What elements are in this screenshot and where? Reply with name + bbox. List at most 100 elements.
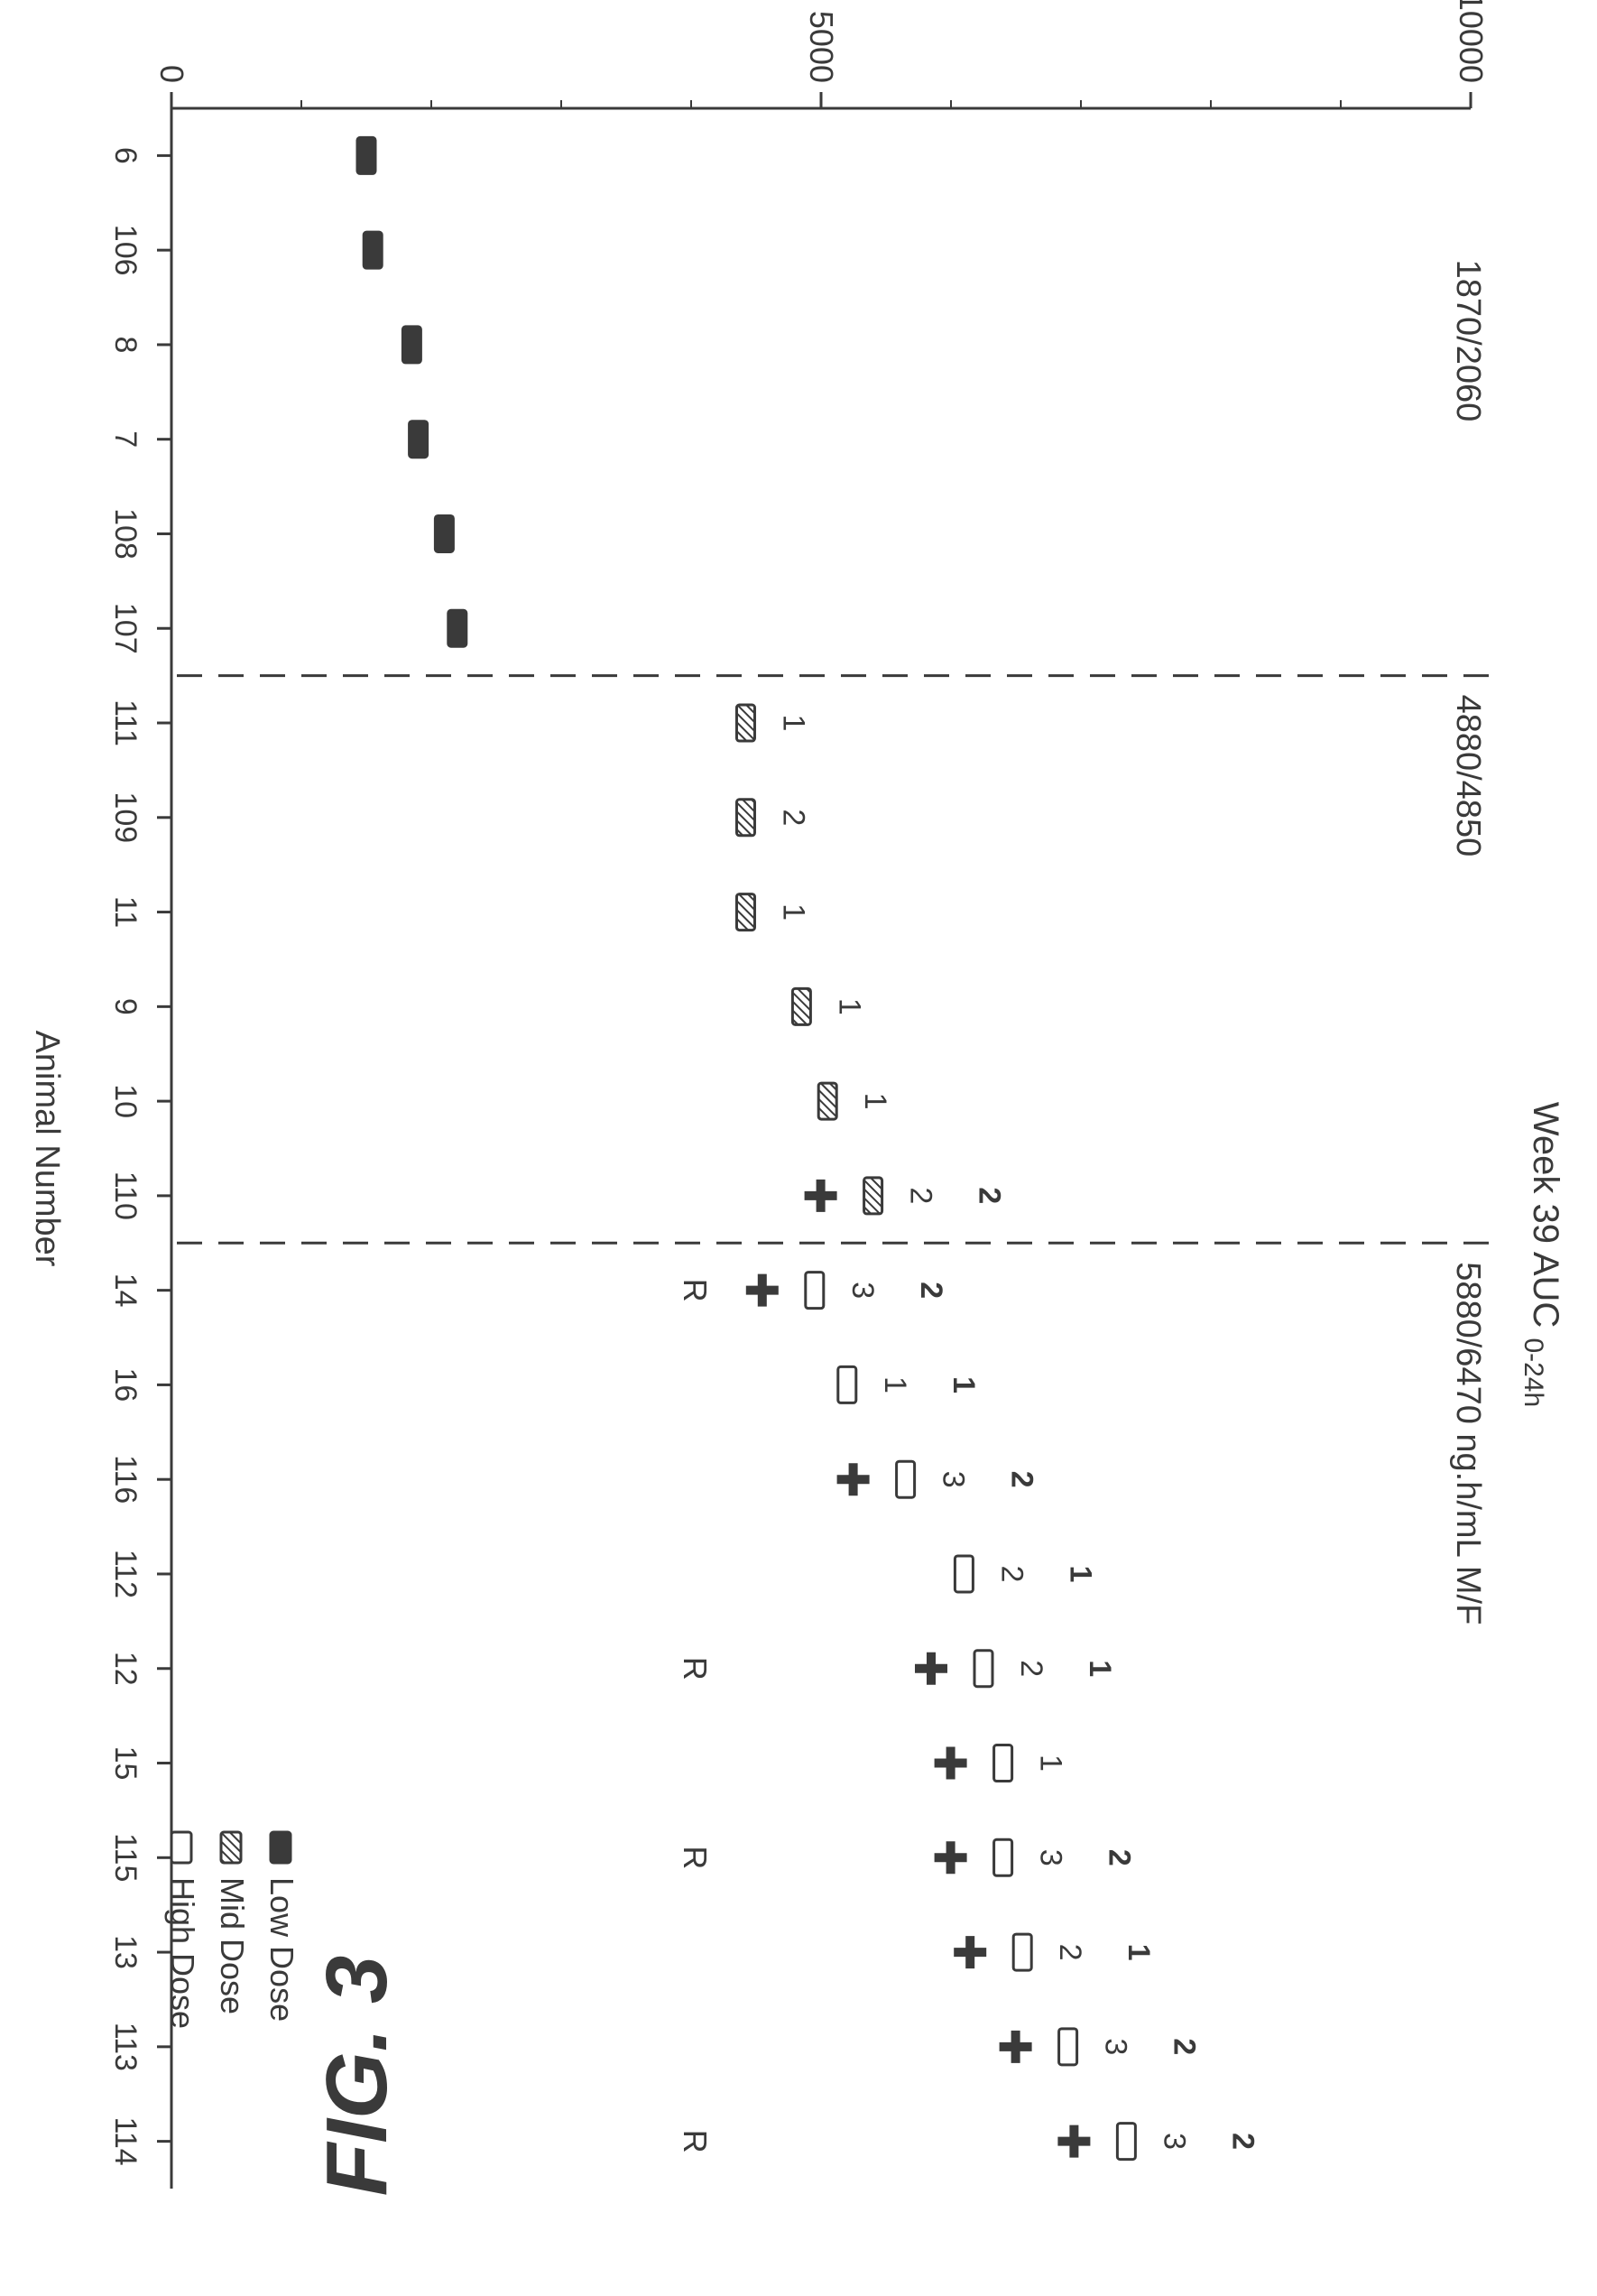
x-tick-label: 12: [108, 1652, 143, 1686]
x-tick-label: 16: [108, 1368, 143, 1403]
data-point: [953, 1554, 974, 1594]
figure-label: FIG. 3: [309, 1956, 405, 2197]
x-tick-label: 106: [108, 225, 143, 276]
flag-label: R: [677, 1846, 714, 1869]
data-point: [447, 608, 468, 648]
score-label: 2: [1168, 2038, 1202, 2055]
y-tick-label: 5000: [803, 11, 840, 83]
chart-labels: 1870/2060 4880/4850 5880/6470 ng.h/mL M/F 1…: [677, 260, 1487, 2153]
x-tick-label: 10: [108, 1084, 143, 1118]
grade-label: 2: [776, 809, 810, 826]
grade-label: 1: [776, 715, 810, 732]
data-point: [408, 420, 429, 459]
score-label: 1: [1083, 1660, 1117, 1677]
grade-label: 3: [937, 1471, 971, 1488]
score-label: 2: [1103, 1849, 1137, 1866]
legend-label: High Dose: [164, 1877, 201, 2029]
plus-marker: [934, 1841, 967, 1875]
x-tick-label: 15: [108, 1746, 143, 1781]
legend-label: Mid Dose: [214, 1877, 251, 2014]
legend-swatch: [170, 1830, 193, 1865]
data-point: [790, 986, 812, 1026]
y-tick-label: 10000: [1453, 0, 1490, 83]
x-tick-label: 111: [108, 699, 143, 746]
grade-label: 1: [776, 903, 810, 921]
data-point: [1011, 1932, 1033, 1972]
x-tick-label: 114: [108, 2117, 143, 2166]
legend-swatch: [269, 1830, 292, 1865]
grade-label: 3: [1034, 1849, 1068, 1866]
legend: Low Dose Mid Dose High Dose: [164, 1830, 300, 2029]
x-tick-label: 108: [108, 508, 143, 560]
data-point: [992, 1838, 1014, 1877]
data-point: [734, 703, 756, 743]
score-label: 2: [1225, 2133, 1260, 2150]
group-summary-label: 5880/6470 ng.h/mL M/F: [1449, 1262, 1487, 1625]
data-point: [992, 1744, 1014, 1783]
score-label: 1: [946, 1376, 981, 1393]
x-tick-label: 6: [108, 147, 143, 164]
plus-marker: [804, 1179, 837, 1212]
chart-marks: [355, 135, 1137, 2162]
x-tick-label: 11: [108, 896, 143, 928]
x-tick-label: 115: [108, 1833, 143, 1882]
data-point: [817, 1081, 838, 1121]
grade-label: 3: [845, 1282, 880, 1299]
x-tick-label: 7: [108, 430, 143, 448]
y-tick-label: 0: [153, 65, 190, 83]
grade-label: 1: [878, 1376, 912, 1393]
plus-marker: [999, 2030, 1032, 2063]
score-label: 2: [914, 1282, 948, 1299]
data-point: [362, 230, 383, 270]
data-point: [804, 1271, 826, 1310]
plus-marker: [836, 1463, 870, 1496]
data-point: [895, 1459, 917, 1499]
data-point: [863, 1176, 884, 1216]
data-point: [355, 135, 377, 175]
score-label: 2: [973, 1187, 1007, 1204]
data-point: [734, 798, 756, 838]
x-tick-label: 110: [108, 1171, 143, 1220]
plus-marker: [934, 1746, 967, 1780]
data-point: [1057, 2027, 1079, 2067]
x-tick-label: 13: [108, 1935, 143, 1969]
x-tick-label: 109: [108, 792, 143, 843]
grade-label: 1: [858, 1093, 892, 1110]
data-point: [734, 893, 756, 932]
x-axis-title: Animal Number: [28, 1031, 66, 1267]
score-label: 1: [1063, 1566, 1097, 1583]
grade-label: 3: [1099, 2038, 1133, 2055]
x-tick-label: 116: [108, 1455, 143, 1504]
grade-label: 2: [1014, 1660, 1048, 1677]
grade-label: 2: [904, 1187, 938, 1204]
flag-label: R: [677, 2130, 714, 2153]
x-tick-label: 113: [108, 2023, 143, 2071]
group-summary-label: 1870/2060: [1449, 260, 1487, 422]
x-tick-label: 107: [108, 603, 143, 654]
x-tick-label: 112: [108, 1550, 143, 1598]
legend-label: Low Dose: [263, 1877, 300, 2022]
group-summary-label: 4880/4850: [1449, 695, 1487, 857]
chart-title: Week 39 AUC 0-24h: [1519, 1102, 1565, 1407]
plus-marker: [1057, 2125, 1091, 2158]
data-point: [973, 1649, 994, 1689]
grade-label: 1: [832, 998, 866, 1015]
x-tick-label: 14: [108, 1273, 143, 1308]
score-label: 2: [1005, 1471, 1039, 1488]
plus-marker: [915, 1652, 947, 1685]
plus-marker: [745, 1273, 779, 1307]
grade-label: 1: [1034, 1754, 1068, 1772]
flag-label: R: [677, 1657, 714, 1680]
data-point: [1115, 2122, 1137, 2162]
grade-label: 2: [1053, 1944, 1087, 1961]
data-point: [401, 325, 422, 365]
data-point: [433, 514, 455, 553]
x-tick-label: 9: [108, 998, 143, 1015]
legend-swatch: [219, 1830, 243, 1865]
x-tick-label: 8: [108, 336, 143, 353]
grade-label: 3: [1157, 2133, 1191, 2150]
score-label: 1: [1122, 1944, 1156, 1961]
data-point: [836, 1365, 858, 1404]
plus-marker: [954, 1936, 987, 1969]
